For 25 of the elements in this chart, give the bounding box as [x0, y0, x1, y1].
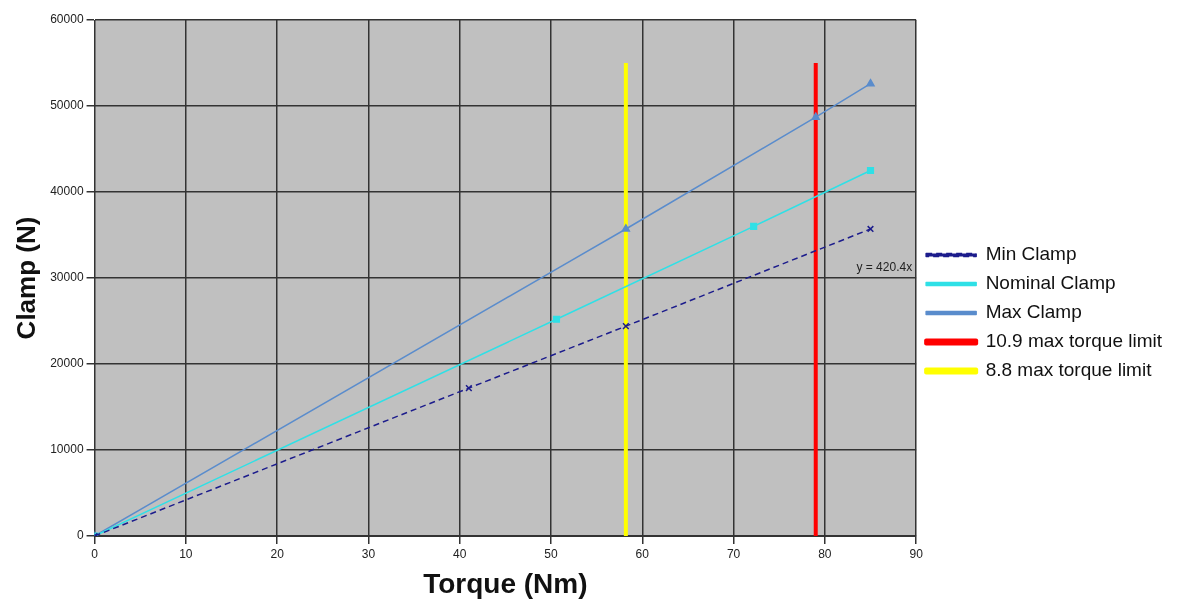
- legend-label: Min Clamp: [985, 243, 1077, 265]
- legend-label: 8.8 max torque limit: [985, 359, 1153, 381]
- x-tick-label: 90: [909, 546, 924, 561]
- legend-label: Max Clamp: [985, 301, 1082, 323]
- y-tick-label: 50000: [50, 98, 84, 113]
- y-tick-label: 20000: [50, 356, 84, 371]
- y-tick-label: 60000: [50, 12, 84, 27]
- annotation: y = 420.4x: [856, 259, 913, 274]
- x-tick-label: 50: [544, 546, 558, 561]
- x-tick-label: 80: [818, 546, 832, 561]
- x-axis-title: Torque (Nm): [423, 567, 588, 599]
- y-tick-label: 0: [76, 528, 84, 543]
- x-tick-label: 0: [91, 546, 99, 561]
- x-tick-label: 10: [179, 546, 193, 561]
- legend-label: 10.9 max torque limit: [985, 330, 1163, 352]
- x-tick-label: 20: [270, 546, 285, 561]
- y-tick-label: 40000: [50, 184, 84, 199]
- y-tick-label: 30000: [50, 270, 84, 285]
- x-tick-label: 60: [635, 546, 650, 561]
- y-tick-label: 10000: [50, 442, 84, 457]
- x-tick-label: 30: [361, 546, 376, 561]
- y-axis-title: Clamp (N): [10, 216, 41, 340]
- x-tick-label: 40: [453, 546, 467, 561]
- legend-label: Nominal Clamp: [985, 272, 1116, 294]
- x-tick-label: 70: [726, 546, 741, 561]
